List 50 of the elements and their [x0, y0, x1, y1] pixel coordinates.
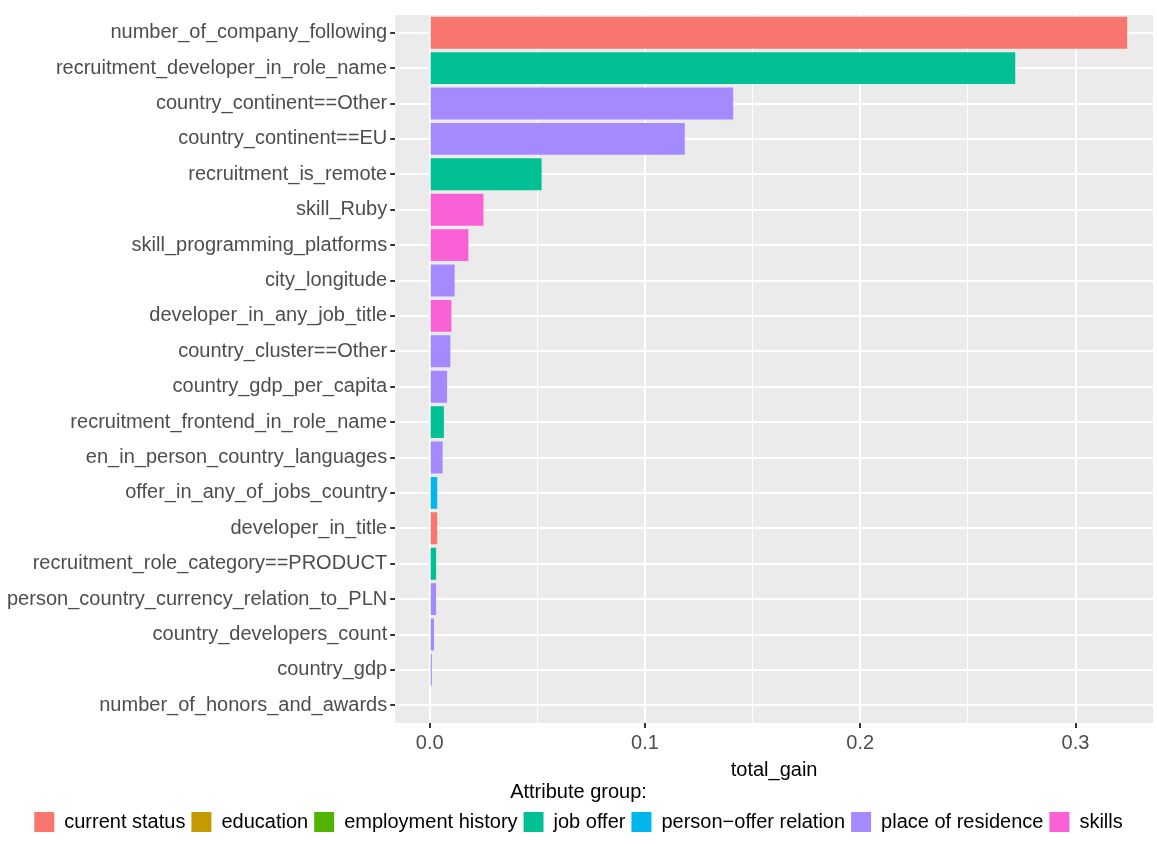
bar [430, 193, 484, 226]
bar [430, 583, 437, 616]
y-tick-label: country_continent==Other [155, 91, 388, 115]
legend-label: job offer [552, 809, 626, 832]
bar [430, 299, 452, 332]
y-tick-label: en_in_person_country_languages [85, 445, 388, 469]
x-tick-label: 0.2 [846, 730, 875, 753]
bar [430, 122, 685, 155]
y-tick-label: country_continent==EU [178, 126, 388, 150]
legend-label: current status [64, 809, 186, 832]
y-tick-label: skill_Ruby [296, 197, 388, 221]
y-tick-label: number_of_company_following [110, 20, 388, 44]
bar [430, 264, 455, 297]
y-tick-label: offer_in_any_of_jobs_country [125, 480, 388, 504]
y-tick-label: country_developers_count [152, 622, 388, 646]
x-tick-label: 0.3 [1061, 730, 1090, 753]
bar [430, 406, 444, 439]
bar [430, 476, 438, 509]
bar [430, 547, 437, 580]
y-tick-label: recruitment_role_category==PRODUCT [32, 551, 388, 575]
legend-label: skills [1079, 809, 1123, 832]
y-tick-label: number_of_honors_and_awards [99, 692, 388, 716]
y-tick-label: skill_programming_platforms [131, 232, 388, 256]
x-tick-label: 0.0 [415, 730, 444, 753]
x-axis-title: total_gain [730, 757, 818, 781]
bar [430, 16, 1128, 49]
y-tick-label: recruitment_frontend_in_role_name [70, 409, 388, 433]
bar [430, 87, 734, 120]
y-tick-label: country_gdp [277, 657, 388, 681]
bar [430, 512, 438, 545]
y-tick-label: country_gdp_per_capita [172, 374, 389, 398]
legend-label: place of residence [881, 809, 1044, 832]
bar [430, 229, 469, 262]
y-tick-label: person_country_currency_relation_to_PLN [6, 586, 388, 610]
legend-label: education [221, 809, 309, 832]
bar [430, 441, 443, 474]
legend-title: Attribute group: [510, 779, 647, 802]
bar [430, 370, 448, 403]
legend-label: employment history [344, 809, 518, 832]
legend-label: person−offer relation [661, 809, 846, 832]
y-tick-label: developer_in_title [230, 515, 388, 539]
y-tick-label: city_longitude [264, 268, 388, 292]
y-tick-label: recruitment_is_remote [188, 161, 388, 185]
bar [430, 52, 1016, 85]
y-tick-label: country_cluster==Other [178, 338, 388, 362]
x-tick-label: 0.1 [631, 730, 659, 753]
bar [430, 158, 542, 191]
y-tick-label: developer_in_any_job_title [149, 303, 388, 327]
y-tick-label: recruitment_developer_in_role_name [55, 55, 388, 79]
bar [430, 335, 451, 368]
